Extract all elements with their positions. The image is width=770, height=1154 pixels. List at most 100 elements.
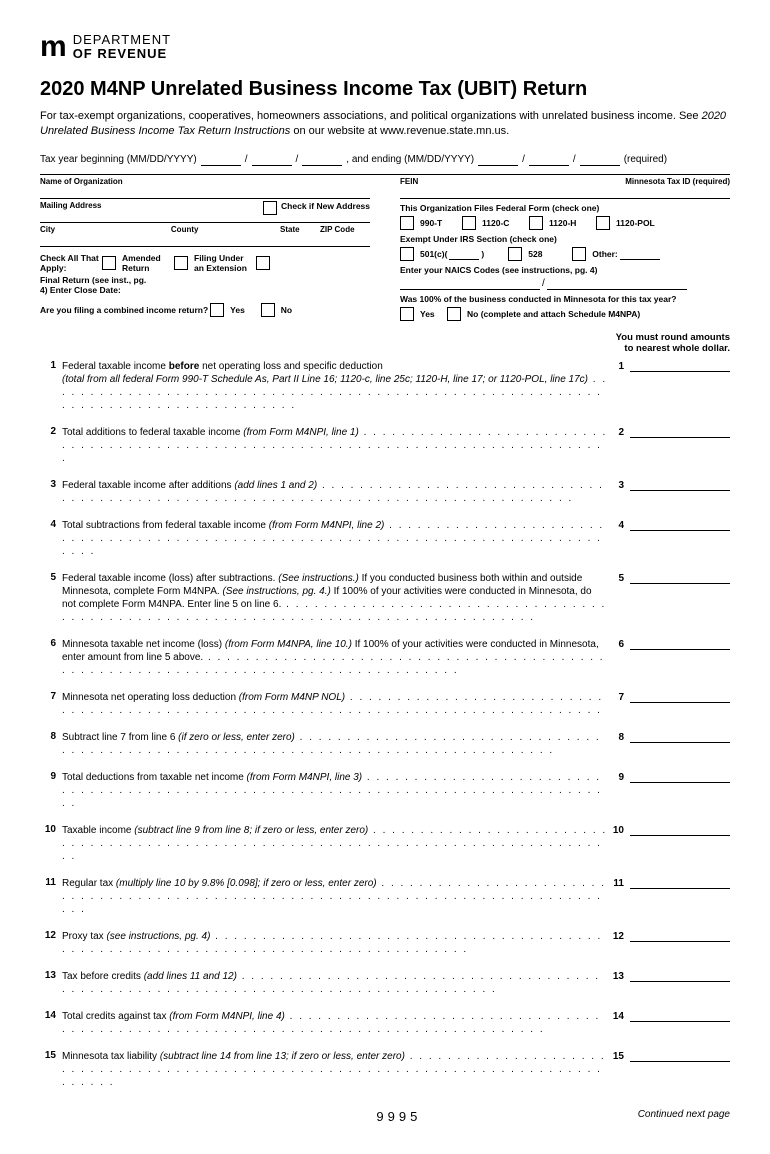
amount-input-8[interactable] <box>630 731 730 743</box>
line-num: 13 <box>40 970 62 981</box>
city-label: City <box>40 225 171 234</box>
round-note-a: You must round amounts <box>40 332 730 343</box>
naics-label: Enter your NAICS Codes (see instructions… <box>400 265 730 275</box>
amount-input-15[interactable] <box>630 1050 730 1062</box>
form-1120h-checkbox[interactable] <box>529 216 543 230</box>
logo-mark: m <box>40 30 65 64</box>
line-num: 1 <box>40 360 62 371</box>
line-num: 9 <box>40 771 62 782</box>
exempt-501c-input[interactable] <box>449 248 479 260</box>
amount-input-5[interactable] <box>630 572 730 584</box>
line-end: 15 <box>608 1050 730 1062</box>
line-num: 8 <box>40 731 62 742</box>
naics-input-2[interactable] <box>547 278 687 290</box>
line-text: Total deductions from taxable net income… <box>62 771 608 810</box>
line-num: 15 <box>40 1050 62 1061</box>
line-text: Minnesota net operating loss deduction (… <box>62 691 608 717</box>
line-end-num: 4 <box>608 520 624 531</box>
logo-text: DEPARTMENT OF REVENUE <box>73 33 171 62</box>
zip-label: ZIP Code <box>320 225 370 234</box>
amount-input-7[interactable] <box>630 691 730 703</box>
amount-input-9[interactable] <box>630 771 730 783</box>
line-text: Regular tax (multiply line 10 by 9.8% [0… <box>62 877 608 916</box>
final-label: Final Return (see inst., pg. 4) Enter Cl… <box>40 275 150 295</box>
line-text: Minnesota tax liability (subtract line 1… <box>62 1050 608 1089</box>
begin-dd-input[interactable] <box>252 154 292 166</box>
line-end-num: 3 <box>608 480 624 491</box>
mn-100-yes-checkbox[interactable] <box>400 307 414 321</box>
amount-input-10[interactable] <box>630 824 730 836</box>
line-end: 2 <box>608 426 730 438</box>
amount-input-11[interactable] <box>630 877 730 889</box>
exempt-528-checkbox[interactable] <box>508 247 522 261</box>
exempt-other-checkbox[interactable] <box>572 247 586 261</box>
exempt-title: Exempt Under IRS Section (check one) <box>400 234 730 244</box>
form-1120c-checkbox[interactable] <box>462 216 476 230</box>
final-return-checkbox[interactable] <box>256 256 270 270</box>
line-num: 11 <box>40 877 62 888</box>
extension-checkbox[interactable] <box>174 256 188 270</box>
combined-q-label: Are you filing a combined income return? <box>40 305 208 315</box>
amount-input-2[interactable] <box>630 426 730 438</box>
new-address-label: Check if New Address <box>281 201 370 211</box>
line-end-num: 14 <box>608 1011 624 1022</box>
line-item-6: 6Minnesota taxable net income (loss) (fr… <box>40 638 730 677</box>
line-num: 4 <box>40 519 62 530</box>
form-1120pol-checkbox[interactable] <box>596 216 610 230</box>
line-end-num: 12 <box>608 931 624 942</box>
line-end-num: 5 <box>608 573 624 584</box>
naics-input-1[interactable] <box>400 278 540 290</box>
amount-input-4[interactable] <box>630 519 730 531</box>
tax-year-end-label: , and ending (MM/DD/YYYY) <box>346 154 474 165</box>
tax-year-required: (required) <box>624 154 667 165</box>
new-address-checkbox[interactable] <box>263 201 277 215</box>
combined-yes-label: Yes <box>230 305 245 315</box>
amount-input-3[interactable] <box>630 479 730 491</box>
line-text: Federal taxable income before net operat… <box>62 360 608 412</box>
form-1120h-label: 1120-H <box>549 218 594 228</box>
county-label: County <box>171 225 280 234</box>
line-text: Total additions to federal taxable incom… <box>62 426 608 465</box>
line-item-12: 12Proxy tax (see instructions, pg. 4)12 <box>40 930 730 956</box>
line-end: 1 <box>608 360 730 372</box>
end-dd-input[interactable] <box>529 154 569 166</box>
mn-100-yes-label: Yes <box>420 309 445 319</box>
amount-input-14[interactable] <box>630 1010 730 1022</box>
divider <box>40 174 730 175</box>
amended-checkbox[interactable] <box>102 256 116 270</box>
exempt-501c-checkbox[interactable] <box>400 247 414 261</box>
line-item-3: 3Federal taxable income after additions … <box>40 479 730 505</box>
line-end: 12 <box>608 930 730 942</box>
line-end: 5 <box>608 572 730 584</box>
end-mm-input[interactable] <box>478 154 518 166</box>
amount-input-13[interactable] <box>630 970 730 982</box>
amount-input-6[interactable] <box>630 638 730 650</box>
mailing-label: Mailing Address <box>40 201 263 210</box>
line-end: 11 <box>608 877 730 889</box>
line-text: Subtract line 7 from line 6 (if zero or … <box>62 731 608 757</box>
begin-yyyy-input[interactable] <box>302 154 342 166</box>
logo-line1: DEPARTMENT <box>73 33 171 47</box>
end-yyyy-input[interactable] <box>580 154 620 166</box>
line-item-1: 1Federal taxable income before net opera… <box>40 360 730 412</box>
line-num: 12 <box>40 930 62 941</box>
line-text: Federal taxable income after additions (… <box>62 479 608 505</box>
begin-mm-input[interactable] <box>201 154 241 166</box>
amount-input-1[interactable] <box>630 360 730 372</box>
form-990t-checkbox[interactable] <box>400 216 414 230</box>
exempt-501c-label: 501(c)( <box>420 249 447 259</box>
line-num: 7 <box>40 691 62 702</box>
exempt-other-input[interactable] <box>620 248 660 260</box>
line-num: 14 <box>40 1010 62 1021</box>
combined-yes-checkbox[interactable] <box>210 303 224 317</box>
amount-input-12[interactable] <box>630 930 730 942</box>
line-num: 5 <box>40 572 62 583</box>
line-item-9: 9Total deductions from taxable net incom… <box>40 771 730 810</box>
mn-100-no-checkbox[interactable] <box>447 307 461 321</box>
subtitle: For tax-exempt organizations, cooperativ… <box>40 109 730 140</box>
check-all-label: Check All That Apply: <box>40 253 100 273</box>
line-end: 9 <box>608 771 730 783</box>
mn-100-q: Was 100% of the business conducted in Mi… <box>400 294 730 304</box>
line-item-11: 11Regular tax (multiply line 10 by 9.8% … <box>40 877 730 916</box>
combined-no-checkbox[interactable] <box>261 303 275 317</box>
